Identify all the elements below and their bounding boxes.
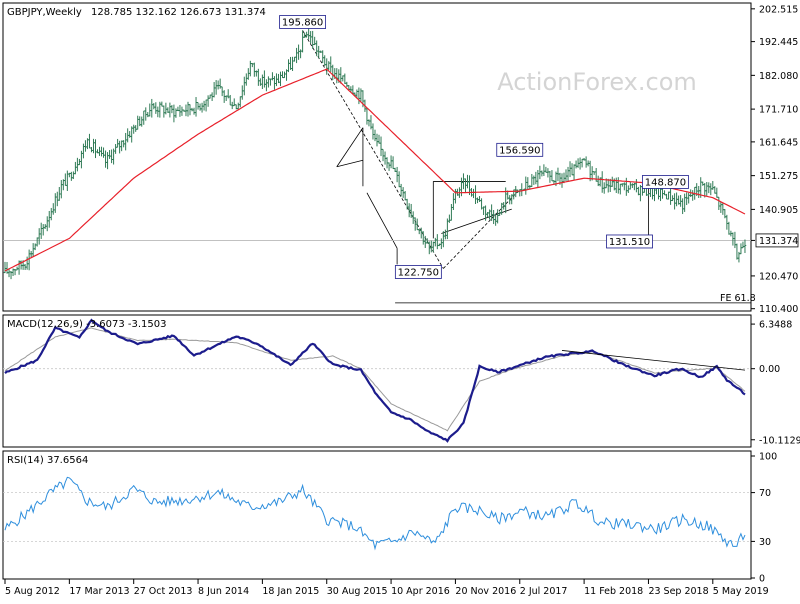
annotation-box xyxy=(279,15,327,29)
x-tick-label: 8 Jun 2014 xyxy=(198,586,249,597)
price-y-tick-label: 120.470 xyxy=(759,271,798,282)
rsi-y-tick-label: 70 xyxy=(759,488,771,499)
annotation-label: 156.590 xyxy=(499,145,540,156)
ohlc-values: 128.785 132.162 126.673 131.374 xyxy=(91,7,266,18)
annotation-label: 131.510 xyxy=(609,237,650,248)
price-annotation: 148.870 xyxy=(642,175,689,189)
price-y-tick-label: 110.400 xyxy=(759,304,798,315)
rsi-y-tick-label: 100 xyxy=(759,452,777,463)
price-annotation: 122.750 xyxy=(394,265,442,279)
x-tick-label: 30 Aug 2015 xyxy=(327,586,388,597)
price-annotation: 156.590 xyxy=(496,142,544,157)
macd-trendline xyxy=(561,350,746,371)
price-annotation: FE 61.8 xyxy=(720,293,756,304)
price-annotation: 131.510 xyxy=(606,234,653,249)
last-price-box xyxy=(755,233,799,248)
macd-panel xyxy=(2,314,752,448)
macd-y-tick-label: 0.00 xyxy=(759,364,780,375)
wedge-upper xyxy=(366,192,398,249)
x-tick-label: 5 May 2019 xyxy=(713,586,769,597)
price-y-axis: 202.515 192.445 182.080 171.710 161.645 151.2… xyxy=(751,4,799,315)
x-tick-label: 18 Jan 2015 xyxy=(262,586,319,597)
rsi-panel xyxy=(2,450,752,580)
price-lines xyxy=(4,68,746,272)
macd-main-line xyxy=(4,318,746,443)
annotation-label: 148.870 xyxy=(645,177,686,188)
x-tick-label: 11 Feb 2018 xyxy=(584,586,643,597)
price-y-tick-label: 182.080 xyxy=(759,71,798,82)
price-bar xyxy=(743,239,747,254)
x-tick-label: 23 Sep 2018 xyxy=(648,586,708,597)
annotation-box xyxy=(642,175,689,189)
macd-y-tick-label: -10.1129 xyxy=(759,435,800,446)
rsi-title: RSI(14) 37.6564 xyxy=(7,455,88,466)
flag-lower-line xyxy=(336,159,364,168)
fib-projection-leg-1 xyxy=(302,30,444,269)
macd-y-axis: 6.3488 0.00 -10.1129 xyxy=(751,320,800,446)
price-bars xyxy=(3,27,747,280)
x-tick-label: 5 Aug 2012 xyxy=(5,586,60,597)
x-tick-label: 10 Apr 2016 xyxy=(391,586,450,597)
price-y-tick-label: 192.445 xyxy=(759,37,798,48)
price-y-tick-label: 151.275 xyxy=(759,171,798,182)
x-tick-label: 2 Jul 2017 xyxy=(520,586,568,597)
price-y-tick-label: 202.515 xyxy=(759,4,798,15)
x-tick-label: 17 Mar 2013 xyxy=(69,586,129,597)
annotation-box xyxy=(496,142,544,157)
annotation-label: 122.750 xyxy=(398,267,439,278)
flag-upper-line xyxy=(336,127,364,167)
price-annotations: 195.860 122.750 156.590 148.870 131.510 FE 61… xyxy=(279,15,756,304)
macd-signal-line xyxy=(4,327,746,432)
rsi-y-tick-label: 0 xyxy=(759,574,765,585)
annotation-box xyxy=(394,265,442,279)
symbol-timeframe: GBPJPY,Weekly xyxy=(7,7,82,18)
price-annotation: 195.860 xyxy=(279,15,327,29)
macd-title: MACD(12,26,9) -3.6073 -3.1503 xyxy=(7,319,167,330)
symbol-label: GBPJPY,Weekly 128.785 132.162 126.673 13… xyxy=(7,7,266,18)
annotation-label: 195.860 xyxy=(282,17,323,28)
x-tick-label: 27 Oct 2013 xyxy=(134,586,193,597)
price-y-tick-label: 171.710 xyxy=(759,105,798,116)
rsi-y-axis: 100 70 30 0 xyxy=(751,452,777,585)
watermark: ActionForex.com xyxy=(497,68,697,96)
rsi-y-tick-label: 30 xyxy=(759,537,771,548)
rsi-lines xyxy=(3,476,751,551)
sma-line xyxy=(4,68,746,272)
price-y-tick-label: 140.905 xyxy=(759,205,798,216)
fe-label: FE 61.8 xyxy=(720,293,756,304)
price-y-tick-label: 161.645 xyxy=(759,137,798,148)
price-y-tick-label: 131.374 xyxy=(759,236,798,247)
x-tick-label: 20 Nov 2016 xyxy=(455,586,516,597)
rsi-line xyxy=(4,476,746,551)
x-axis: 5 Aug 2012 17 Mar 2013 27 Oct 2013 8 Jun 20… xyxy=(4,579,769,597)
macd-lines xyxy=(3,318,751,443)
annotation-box xyxy=(606,234,653,249)
macd-y-tick-label: 6.3488 xyxy=(759,320,792,331)
fib-projection-leg-2 xyxy=(443,189,521,269)
